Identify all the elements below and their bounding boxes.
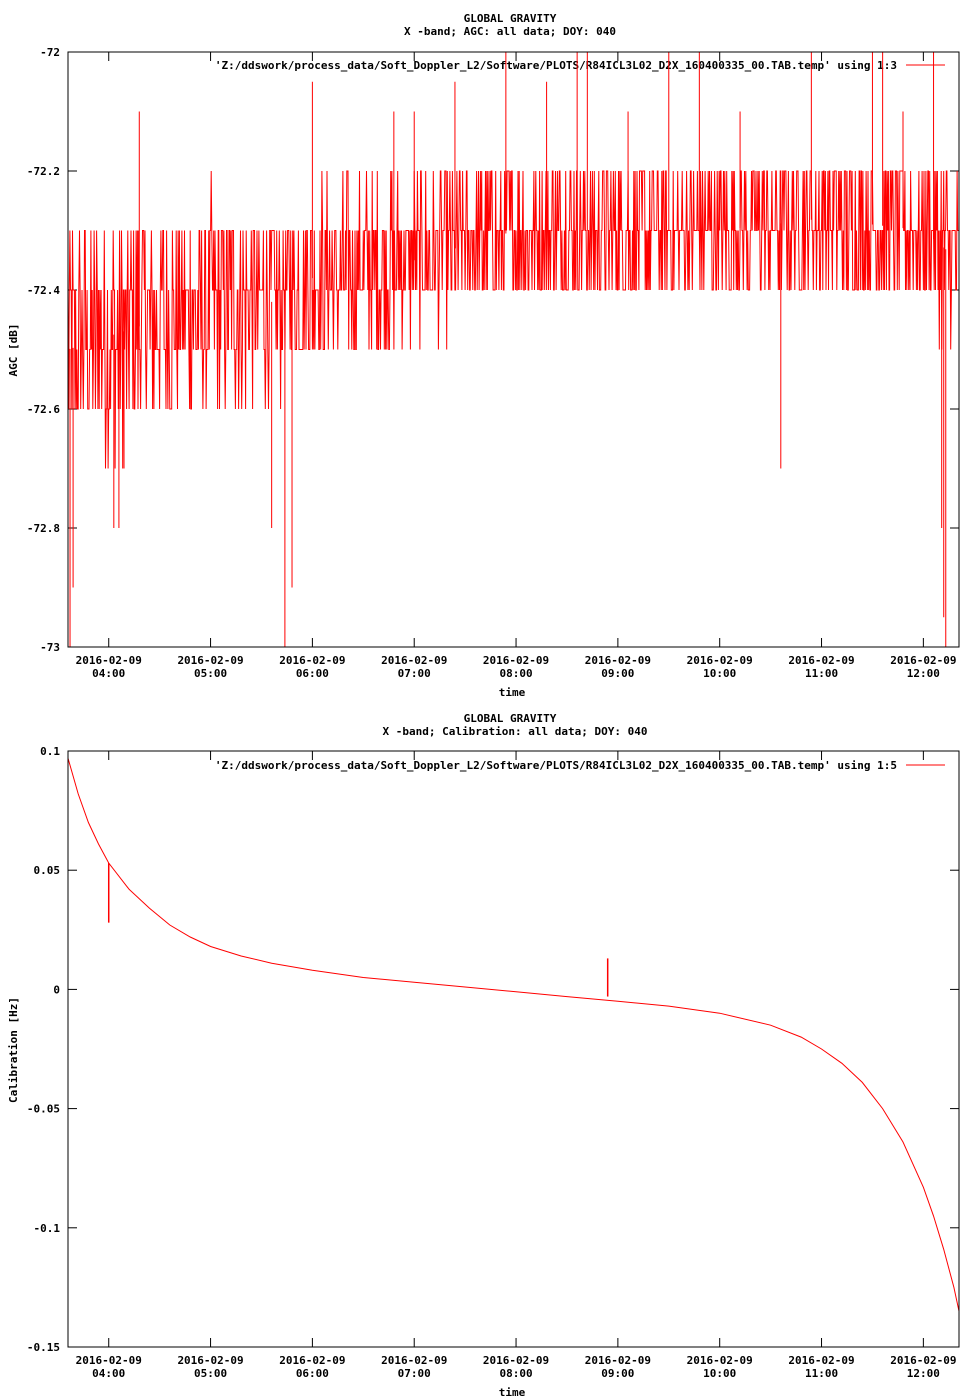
chart2-series	[67, 758, 960, 1312]
x-tick-time: 04:00	[92, 667, 125, 680]
x-tick-time: 07:00	[398, 667, 431, 680]
x-tick-time: 06:00	[296, 1367, 329, 1380]
chart2-subtitle: X -band; Calibration: all data; DOY: 040	[383, 725, 648, 738]
x-tick-date: 2016-02-09	[381, 654, 447, 667]
x-tick-time: 09:00	[601, 1367, 634, 1380]
x-tick-time: 05:00	[194, 667, 227, 680]
chart1-xticks: 2016-02-0904:002016-02-0905:002016-02-09…	[76, 52, 956, 680]
x-tick-date: 2016-02-09	[788, 1354, 854, 1367]
agc-series-line	[67, 170, 959, 469]
calibration-chart: GLOBAL GRAVITY X -band; Calibration: all…	[7, 712, 960, 1399]
x-tick-time: 04:00	[92, 1367, 125, 1380]
x-tick-date: 2016-02-09	[279, 654, 345, 667]
y-tick-label: -0.15	[27, 1341, 60, 1354]
y-tick-label: -72.4	[27, 284, 60, 297]
x-tick-time: 12:00	[907, 667, 940, 680]
x-tick-time: 08:00	[499, 667, 532, 680]
x-tick-date: 2016-02-09	[381, 1354, 447, 1367]
x-tick-date: 2016-02-09	[890, 1354, 956, 1367]
x-tick-date: 2016-02-09	[279, 1354, 345, 1367]
x-tick-time: 07:00	[398, 1367, 431, 1380]
x-tick-date: 2016-02-09	[76, 1354, 142, 1367]
y-tick-label: 0.05	[34, 864, 61, 877]
x-tick-date: 2016-02-09	[483, 654, 549, 667]
chart1-frame	[67, 51, 960, 648]
x-tick-time: 12:00	[907, 1367, 940, 1380]
x-tick-time: 05:00	[194, 1367, 227, 1380]
y-tick-label: -72.8	[27, 522, 60, 535]
y-tick-label: -72	[40, 46, 60, 59]
x-tick-time: 06:00	[296, 667, 329, 680]
x-tick-date: 2016-02-09	[687, 654, 753, 667]
y-tick-label: -72.2	[27, 165, 60, 178]
chart2-frame	[67, 750, 960, 1348]
chart1-legend-label: 'Z:/ddswork/process_data/Soft_Doppler_L2…	[215, 59, 897, 72]
chart1-ylabel: AGC [dB]	[7, 324, 20, 377]
x-tick-date: 2016-02-09	[177, 654, 243, 667]
x-tick-time: 08:00	[499, 1367, 532, 1380]
chart2-xlabel: time	[499, 1386, 526, 1399]
x-tick-date: 2016-02-09	[788, 654, 854, 667]
chart2-legend-label: 'Z:/ddswork/process_data/Soft_Doppler_L2…	[215, 759, 897, 772]
chart2-xticks: 2016-02-0904:002016-02-0905:002016-02-09…	[76, 751, 956, 1380]
x-tick-date: 2016-02-09	[585, 654, 651, 667]
x-tick-time: 11:00	[805, 667, 838, 680]
y-tick-label: 0.1	[40, 745, 60, 758]
chart1-subtitle: X -band; AGC: all data; DOY: 040	[404, 25, 616, 38]
y-tick-label: -0.1	[34, 1222, 61, 1235]
chart1-title: GLOBAL GRAVITY	[464, 12, 557, 25]
chart1-yticks: -72 -72.2 -72.4 -72.6 -72.8 -73	[27, 46, 959, 654]
x-tick-date: 2016-02-09	[687, 1354, 753, 1367]
y-tick-label: 0	[53, 983, 60, 996]
x-tick-date: 2016-02-09	[890, 654, 956, 667]
y-tick-label: -0.05	[27, 1103, 60, 1116]
chart2-yticks: 0.1 0.05 0 -0.05 -0.1 -0.15	[27, 745, 959, 1354]
chart1-series	[67, 52, 959, 647]
y-tick-label: -73	[40, 641, 60, 654]
x-tick-time: 10:00	[703, 1367, 736, 1380]
x-tick-date: 2016-02-09	[76, 654, 142, 667]
x-tick-time: 09:00	[601, 667, 634, 680]
chart2-title: GLOBAL GRAVITY	[464, 712, 557, 725]
x-tick-time: 11:00	[805, 1367, 838, 1380]
chart1-xlabel: time	[499, 686, 526, 699]
calibration-series-line	[67, 758, 960, 1312]
agc-chart: GLOBAL GRAVITY X -band; AGC: all data; D…	[7, 12, 960, 699]
x-tick-date: 2016-02-09	[585, 1354, 651, 1367]
x-tick-date: 2016-02-09	[483, 1354, 549, 1367]
chart2-ylabel: Calibration [Hz]	[7, 997, 20, 1103]
y-tick-label: -72.6	[27, 403, 60, 416]
x-tick-date: 2016-02-09	[177, 1354, 243, 1367]
x-tick-time: 10:00	[703, 667, 736, 680]
